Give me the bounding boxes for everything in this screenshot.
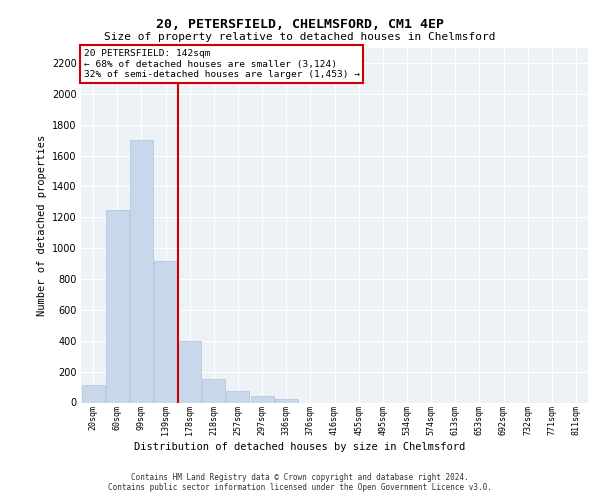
Text: Distribution of detached houses by size in Chelmsford: Distribution of detached houses by size …: [134, 442, 466, 452]
Text: Size of property relative to detached houses in Chelmsford: Size of property relative to detached ho…: [104, 32, 496, 42]
Text: Contains public sector information licensed under the Open Government Licence v3: Contains public sector information licen…: [108, 482, 492, 492]
Bar: [275, 398, 298, 402]
Text: 20 PETERSFIELD: 142sqm
← 68% of detached houses are smaller (3,124)
32% of semi-: 20 PETERSFIELD: 142sqm ← 68% of detached…: [83, 50, 359, 79]
Bar: [251, 396, 274, 402]
Bar: [130, 140, 153, 402]
Text: 20, PETERSFIELD, CHELMSFORD, CM1 4EP: 20, PETERSFIELD, CHELMSFORD, CM1 4EP: [156, 18, 444, 30]
Y-axis label: Number of detached properties: Number of detached properties: [37, 134, 47, 316]
Bar: [154, 260, 177, 402]
Bar: [82, 385, 104, 402]
Bar: [106, 210, 128, 402]
Bar: [178, 341, 201, 402]
Text: Contains HM Land Registry data © Crown copyright and database right 2024.: Contains HM Land Registry data © Crown c…: [131, 472, 469, 482]
Bar: [202, 378, 225, 402]
Bar: [226, 391, 250, 402]
